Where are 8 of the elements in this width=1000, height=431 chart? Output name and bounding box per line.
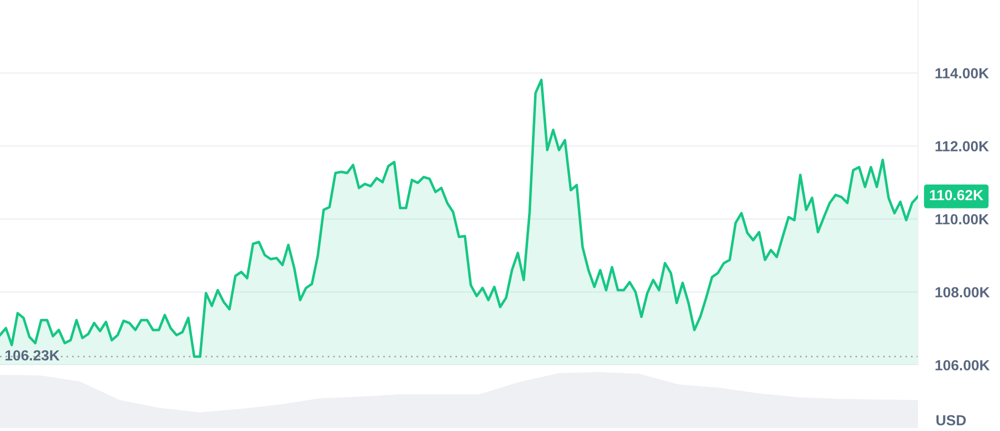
y-tick-label: 108.00K [936, 287, 990, 298]
y-tick-label: 114.00K [936, 68, 989, 78]
text: 110.62K [930, 190, 984, 200]
y-tick-label: 112.00K [936, 141, 989, 152]
y-tick-label: 110.00K [936, 214, 989, 224]
y-tick-label: 106.00K [936, 360, 990, 370]
y-axis-title: USD [936, 415, 966, 426]
ref-line-label: 106.23K [6, 350, 60, 361]
